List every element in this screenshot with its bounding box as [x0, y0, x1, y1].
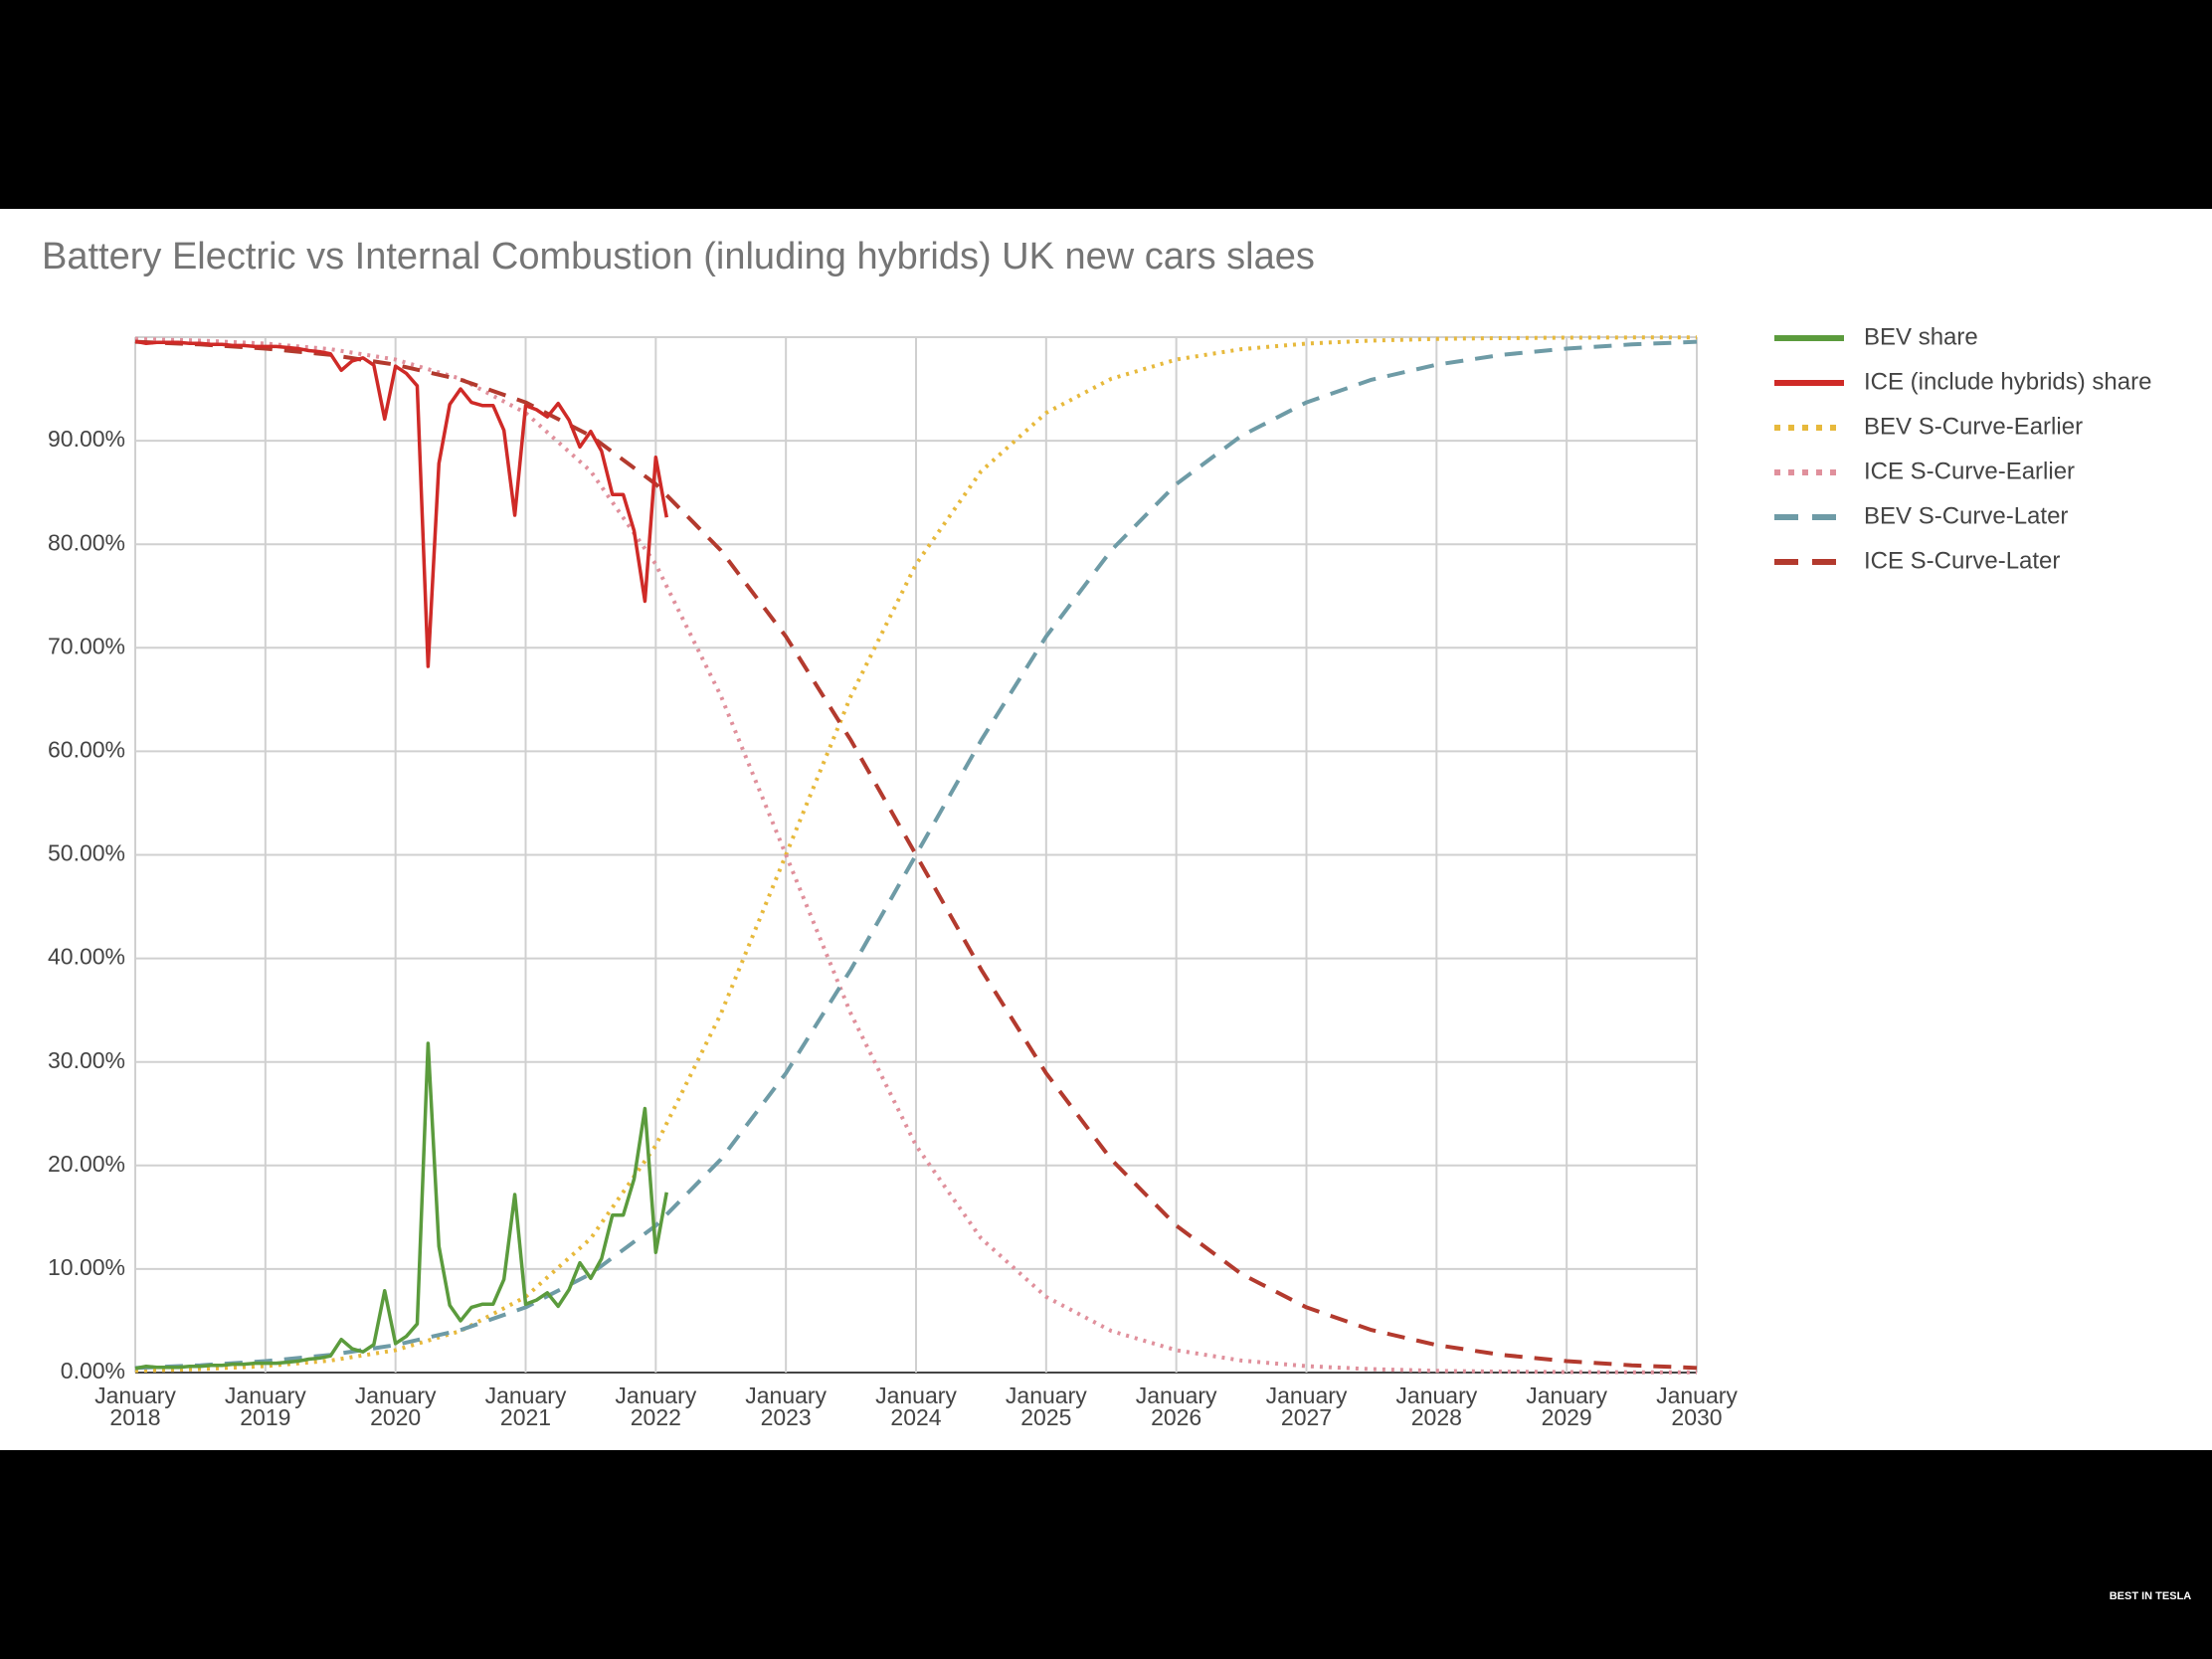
y-tick-label: 80.00%: [48, 529, 125, 555]
x-tick-label: January 2020: [354, 1382, 437, 1430]
y-tick-label: 60.00%: [48, 736, 125, 762]
x-tick-label: January 2024: [875, 1382, 957, 1430]
x-tick-label: January 2021: [484, 1382, 567, 1430]
legend-label: ICE S-Curve-Later: [1864, 547, 2060, 574]
legend-label: ICE S-Curve-Earlier: [1864, 458, 2075, 484]
series-line: [134, 336, 1698, 1375]
legend-label: ICE (include hybrids) share: [1864, 368, 2151, 395]
chart-title: Battery Electric vs Internal Combustion …: [42, 236, 1315, 277]
y-tick-label: 40.00%: [48, 944, 125, 970]
x-tick-label: January 2030: [1656, 1382, 1738, 1430]
legend-label: BEV S-Curve-Earlier: [1864, 413, 2083, 440]
legend-label: BEV S-Curve-Later: [1864, 502, 2068, 529]
series-line: [134, 1041, 668, 1371]
legend-label: BEV share: [1864, 323, 1978, 350]
y-tick-label: 20.00%: [48, 1151, 125, 1177]
y-tick-label: 0.00%: [61, 1358, 125, 1383]
x-tick-label: January 2022: [615, 1382, 697, 1430]
y-tick-label: 10.00%: [48, 1254, 125, 1280]
x-tick-label: January 2019: [224, 1382, 306, 1430]
y-tick-label: 90.00%: [48, 426, 125, 452]
x-tick-label: January 2018: [94, 1382, 176, 1430]
y-tick-label: 30.00%: [48, 1047, 125, 1073]
x-tick-label: January 2029: [1526, 1382, 1608, 1430]
chart-panel: [0, 209, 2212, 1450]
x-tick-label: January 2025: [1005, 1382, 1087, 1430]
series-line: [134, 339, 668, 668]
x-tick-label: January 2026: [1135, 1382, 1217, 1430]
y-tick-label: 50.00%: [48, 840, 125, 866]
x-tick-label: January 2023: [745, 1382, 828, 1430]
x-tick-label: January 2027: [1265, 1382, 1348, 1430]
watermark: BEST IN TESLA: [2110, 1590, 2192, 1602]
series-line: [134, 335, 1698, 1374]
y-tick-label: 70.00%: [48, 633, 125, 658]
x-tick-label: January 2028: [1395, 1382, 1478, 1430]
